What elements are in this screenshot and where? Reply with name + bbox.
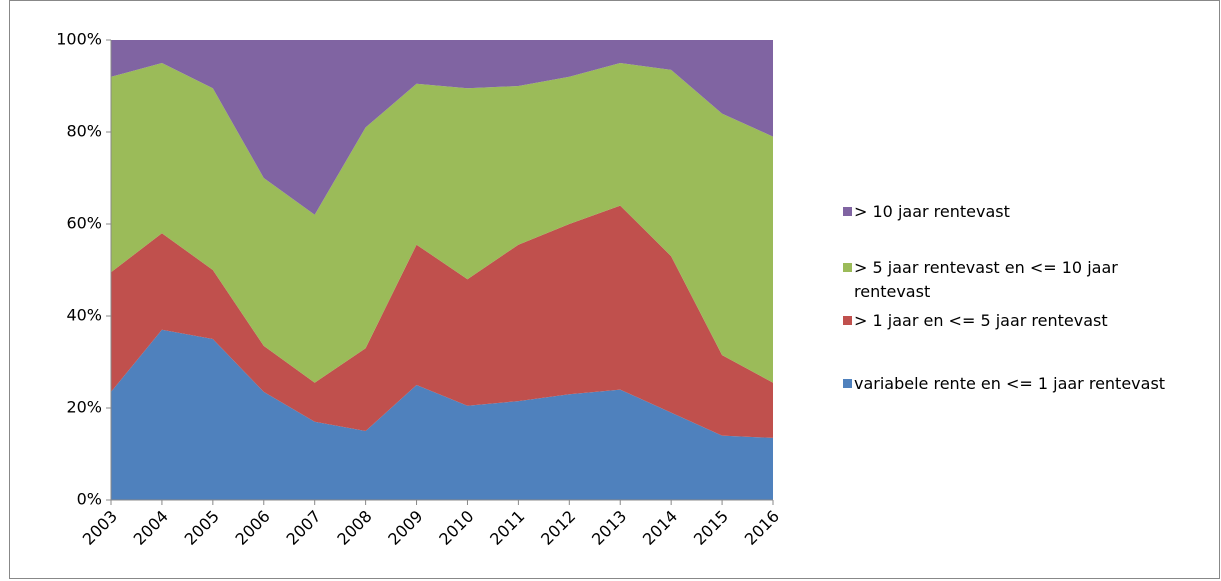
area [111,63,773,383]
x-tick-label: 2011 [486,507,528,549]
legend-item: > 10 jaar rentevast [843,200,1184,224]
legend-label: > 5 jaar rentevast en <= 10 jaar renteva… [854,258,1118,301]
legend-swatch [843,207,852,216]
legend-item: > 5 jaar rentevast en <= 10 jaar renteva… [843,256,1184,304]
legend-label: > 10 jaar rentevast [854,202,1010,221]
x-tick-label: 2016 [741,507,783,549]
area [111,329,773,500]
x-tick-label: 2013 [588,507,630,549]
y-tick-label: 0% [77,490,102,509]
legend-item: variabele rente en <= 1 jaar rentevast [843,372,1184,396]
area [111,205,773,438]
x-tick-label: 2015 [690,507,732,549]
legend-swatch [843,263,852,272]
x-tick-label: 2008 [333,507,375,549]
y-tick-label: 40% [66,306,102,325]
x-tick-label: 2005 [181,507,223,549]
x-tick-label: 2007 [282,507,324,549]
x-tick-label: 2012 [537,507,579,549]
x-tick-label: 2004 [130,507,172,549]
legend-label: > 1 jaar en <= 5 jaar rentevast [854,311,1108,330]
legend-swatch [843,379,852,388]
legend-label: variabele rente en <= 1 jaar rentevast [854,374,1166,393]
chart-frame [9,0,1220,579]
x-tick-label: 2006 [232,507,274,549]
area [111,40,773,215]
x-tick-label: 2014 [639,507,681,549]
y-tick-label: 80% [66,122,102,141]
x-tick-label: 2003 [79,507,121,549]
x-tick-label: 2010 [435,507,477,549]
legend-swatch [843,316,852,325]
y-tick-label: 60% [66,214,102,233]
y-tick-label: 20% [66,398,102,417]
legend-item: > 1 jaar en <= 5 jaar rentevast [843,309,1184,333]
y-tick-label: 100% [56,30,102,49]
x-tick-label: 2009 [384,507,426,549]
